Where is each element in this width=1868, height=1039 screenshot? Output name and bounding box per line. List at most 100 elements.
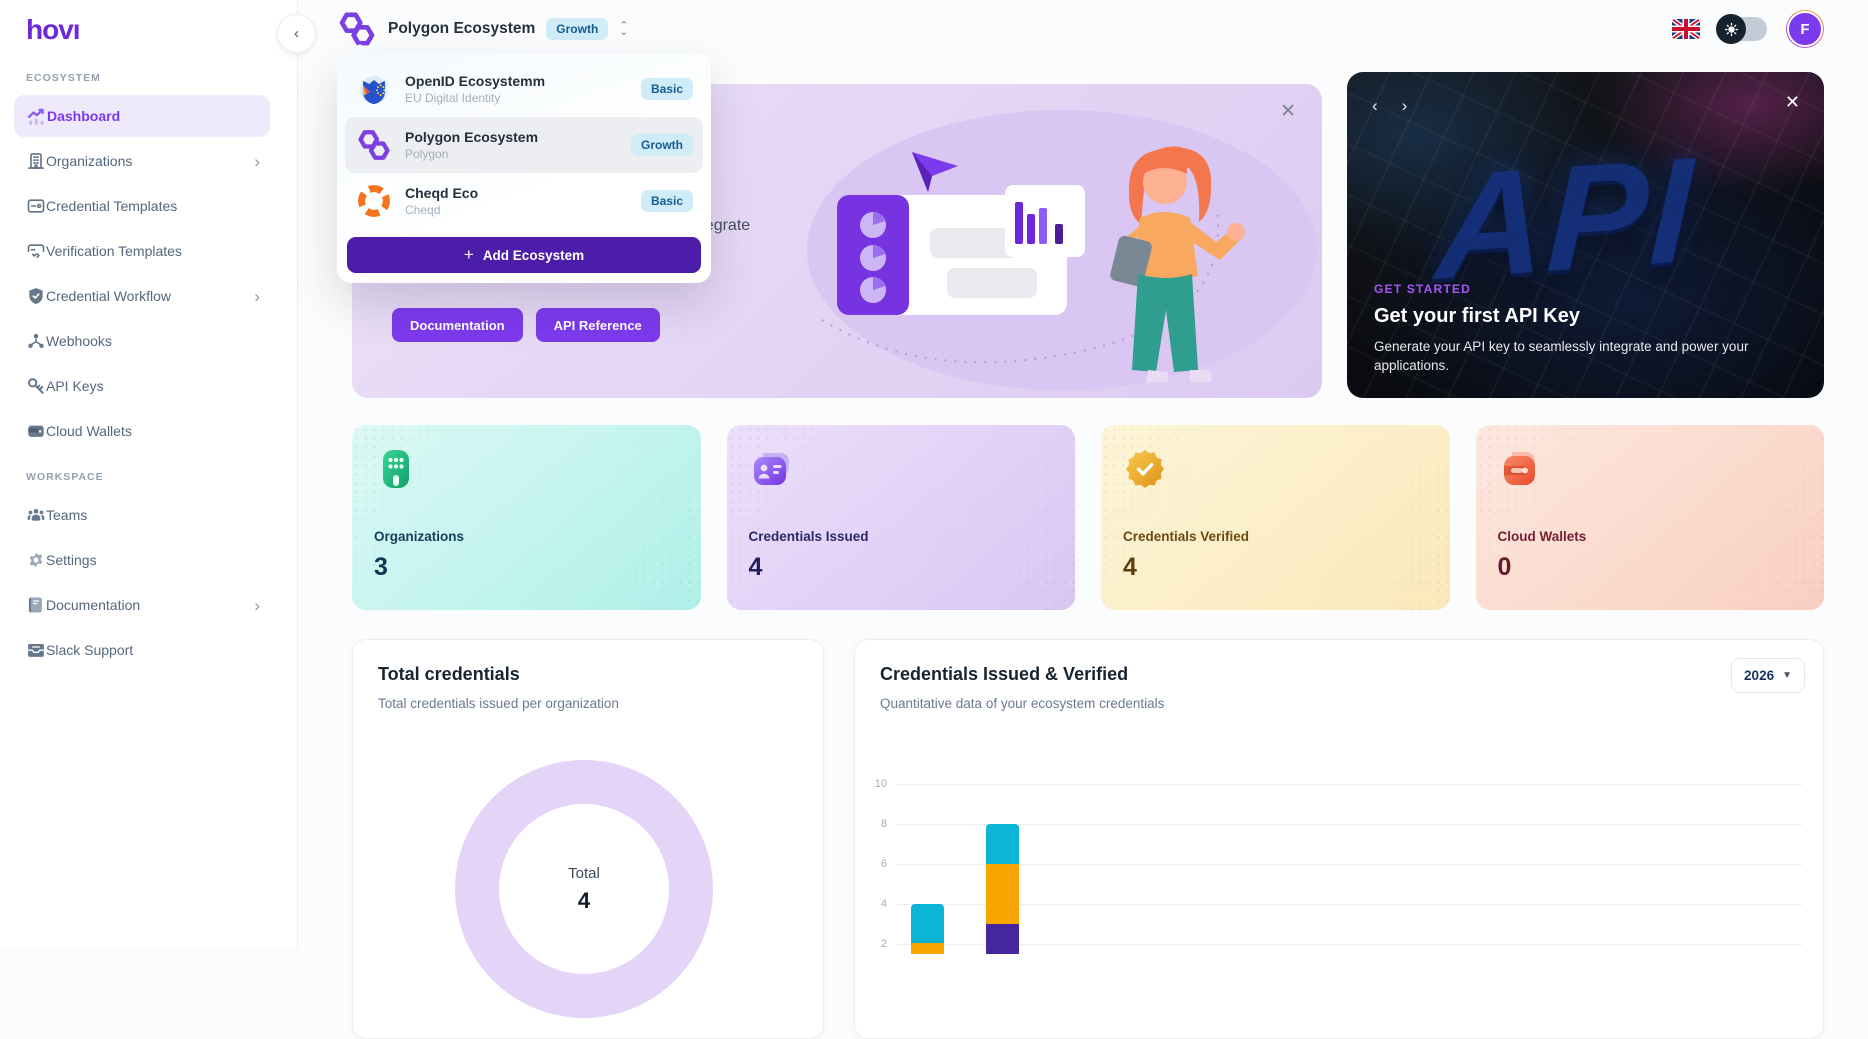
ecosystem-option-openid-ecosystemm[interactable]: OpenID Ecosystemm EU Digital Identity Basi… (345, 61, 703, 117)
year-select-value: 2026 (1744, 668, 1775, 683)
stat-label: Credentials Issued (748, 529, 869, 544)
y-axis-tick: 6 (880, 858, 887, 870)
woman-figure (1110, 146, 1245, 382)
sidebar-item-settings[interactable]: Settings (14, 539, 270, 581)
sidebar-item-label: Credential Templates (46, 198, 178, 214)
stat-value: 0 (1497, 553, 1512, 581)
donut-chart: Total 4 (455, 760, 713, 1018)
ecosystem-dropdown: OpenID Ecosystemm EU Digital Identity Basi… (337, 53, 711, 283)
api-card-title: Get your first API Key (1374, 304, 1580, 327)
chevron-right-icon: › (254, 595, 260, 615)
ecosystem-option-title: OpenID Ecosystemm (405, 73, 546, 89)
carousel-prev-icon[interactable]: ‹ (1372, 96, 1378, 115)
user-avatar[interactable]: F (1786, 10, 1824, 48)
total-credentials-card: Total credentials Total credentials issu… (352, 639, 824, 1039)
verified-badge-icon (1123, 447, 1167, 491)
sidebar-item-label: Webhooks (46, 333, 112, 349)
chevron-left-icon: ‹ (294, 25, 299, 42)
teams-icon (26, 505, 46, 525)
stat-value: 4 (1123, 553, 1137, 581)
building-grid-icon (374, 447, 418, 491)
sidebar-item-label: Organizations (46, 153, 133, 169)
ecosystem-option-text: Polygon Ecosystem Polygon (405, 129, 619, 161)
dashboard-icon (26, 106, 47, 127)
sidebar-item-credential-templates[interactable]: Credential Templates (14, 185, 270, 227)
api-card-close-icon[interactable]: ✕ (1784, 92, 1800, 112)
api-promo-card: API ‹ › ✕ GET STARTED Get your first API… (1347, 72, 1824, 398)
ecosystem-option-subtitle: Polygon (405, 147, 449, 161)
wallet-icon (26, 421, 46, 441)
stat-card-credentials-issued: Credentials Issued 4 (726, 425, 1075, 610)
documentation-button[interactable]: Documentation (392, 308, 523, 342)
sidebar-item-api-keys[interactable]: API Keys (14, 365, 270, 407)
bar-segment-cyan (986, 824, 1019, 864)
gridline (896, 944, 1801, 945)
carousel-next-icon[interactable]: › (1401, 96, 1408, 115)
banner-illustration (807, 110, 1317, 390)
chevron-right-icon: › (254, 151, 260, 171)
shield-check-icon (26, 286, 46, 306)
chart-card-title: Credentials Issued & Verified (880, 664, 1129, 684)
ecosystem-option-cheqd-eco[interactable]: Cheqd Eco Cheqd Basic (345, 173, 703, 229)
bar-segment-orange (986, 864, 1019, 924)
openid-icon (355, 70, 393, 108)
stat-card-credentials-verified: Credentials Verified 4 (1101, 425, 1450, 610)
add-ecosystem-label: Add Ecosystem (482, 247, 585, 263)
banner-close-icon[interactable]: ✕ (1280, 101, 1296, 122)
donut-card-title: Total credentials (378, 664, 520, 684)
ecosystem-option-subtitle: Cheqd (405, 203, 441, 217)
y-axis-tick: 4 (880, 898, 887, 910)
sidebar: hovı ECOSYSTEM Dashboard Organizations › Cre… (0, 0, 298, 948)
sidebar-item-label: Slack Support (46, 642, 134, 658)
api-card-description: Generate your API key to seamlessly inte… (1374, 338, 1749, 374)
stat-label: Cloud Wallets (1497, 529, 1587, 544)
sidebar-item-slack-support[interactable]: Slack Support (14, 629, 270, 671)
ecosystem-option-text: OpenID Ecosystemm EU Digital Identity (405, 73, 629, 105)
sidebar-item-verification-templates[interactable]: Verification Templates (14, 230, 270, 272)
ecosystem-option-title: Cheqd Eco (405, 185, 479, 201)
sidebar-item-label: API Keys (46, 378, 104, 394)
uk-flag-icon[interactable] (1672, 19, 1700, 39)
api-card-kicker: GET STARTED (1374, 281, 1471, 296)
sidebar-section-label: WORKSPACE (26, 471, 104, 483)
sidebar-item-documentation[interactable]: Documentation › (14, 584, 270, 626)
topbar-actions: F (1672, 10, 1824, 48)
hovi-logo: hovı (26, 14, 81, 45)
api-card-text: GET STARTED Get your first API Key Gener… (1374, 282, 1794, 376)
stat-value: 3 (374, 553, 388, 581)
sidebar-item-label: Verification Templates (46, 243, 182, 259)
stacked-bar-chart: 10 8 6 4 2 (855, 640, 1823, 1038)
y-axis-tick: 8 (880, 818, 887, 830)
ecosystem-option-polygon-ecosystem[interactable]: Polygon Ecosystem Polygon Growth (345, 117, 703, 173)
sidebar-item-dashboard[interactable]: Dashboard (14, 95, 270, 137)
sidebar-collapse-button[interactable]: ‹ (277, 14, 316, 53)
plus-icon: + (463, 245, 474, 264)
polygon-icon-sm (355, 126, 393, 164)
ecosystem-switcher[interactable]: Polygon Ecosystem Growth ⌃ ⌄ (337, 9, 629, 49)
sidebar-item-label: Dashboard (47, 108, 121, 124)
add-ecosystem-button[interactable]: + Add Ecosystem (347, 237, 701, 273)
bottom-row: Total credentials Total credentials issu… (352, 639, 1824, 1039)
book-icon (26, 595, 46, 615)
avatar-initial: F (1787, 11, 1823, 47)
sidebar-item-credential-workflow[interactable]: Credential Workflow › (14, 275, 270, 317)
sidebar-item-label: Documentation (46, 597, 141, 613)
y-axis-tick: 10 (874, 778, 887, 790)
plan-badge: Growth (631, 134, 693, 156)
year-select[interactable]: 2026 ▼ (1731, 658, 1805, 693)
wallet-badge-icon (1498, 447, 1542, 491)
stat-value: 4 (748, 553, 763, 581)
donut-center-value: 4 (577, 887, 591, 913)
gridline (896, 824, 1801, 825)
sun-icon (1724, 22, 1739, 37)
sidebar-item-organizations[interactable]: Organizations › (14, 140, 270, 182)
sidebar-item-webhooks[interactable]: Webhooks (14, 320, 270, 362)
bar-segment-cyan (911, 904, 944, 943)
sidebar-item-label: Settings (46, 552, 97, 568)
sidebar-item-cloud-wallets[interactable]: Cloud Wallets (14, 410, 270, 452)
api-reference-button[interactable]: API Reference (535, 308, 660, 342)
credential-template-icon (26, 196, 46, 216)
theme-toggle[interactable] (1716, 14, 1767, 44)
sidebar-item-teams[interactable]: Teams (14, 494, 270, 536)
stats-row: Organizations 3 Credentials Issued 4 Credent… (352, 425, 1824, 610)
